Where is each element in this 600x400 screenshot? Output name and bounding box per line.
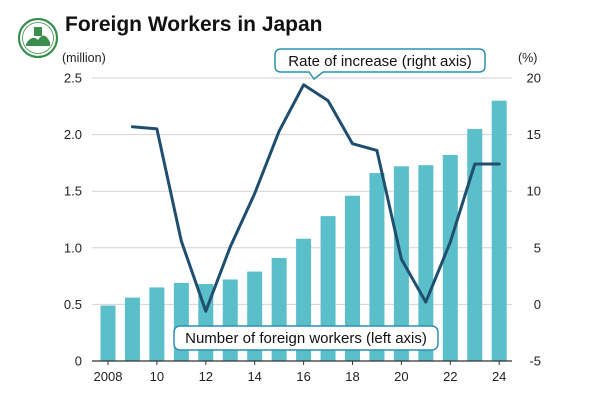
gridlines [92, 77, 512, 305]
x-tick-label: 20 [394, 369, 408, 384]
line-series-callout: Rate of increase (right axis) [274, 48, 486, 81]
bar-series [100, 100, 507, 361]
bar-2017 [320, 216, 336, 361]
bar-2023 [467, 128, 483, 361]
y-left-tick-label: 1.5 [64, 184, 82, 199]
bar-series-callout: Number of foreign workers (left axis) [173, 325, 439, 351]
bar-series-callout-label: Number of foreign workers (left axis) [185, 330, 427, 347]
bar-2019 [369, 173, 385, 361]
bar-2010 [149, 287, 165, 361]
left-axis-unit: (million) [62, 51, 106, 65]
y-right-tick-label: 10 [527, 184, 541, 199]
chart-title: Foreign Workers in Japan [65, 13, 323, 36]
line-series [130, 83, 501, 313]
y-left-tick-label: 2.5 [64, 71, 82, 86]
line-series-callout-label: Rate of increase (right axis) [288, 53, 471, 70]
x-tick-label: 14 [247, 369, 261, 384]
x-tick-label: 2008 [94, 369, 123, 384]
y-left-tick-label: 0.5 [64, 297, 82, 312]
logo-emblem [17, 17, 59, 59]
x-axis [92, 360, 512, 365]
x-tick-label: 24 [492, 369, 506, 384]
right-axis-unit: (%) [518, 51, 537, 65]
y-left-tick-label: 0 [75, 354, 82, 369]
x-tick-label: 12 [199, 369, 213, 384]
bar-2020 [393, 166, 409, 361]
x-tick-label: 22 [443, 369, 457, 384]
bar-2009 [124, 297, 140, 361]
bar-2024 [491, 100, 507, 361]
x-axis-ticks: 2008 10 12 14 16 18 20 22 24 [94, 369, 507, 384]
y-right-tick-label: 5 [534, 240, 541, 255]
y-right-tick-label: 0 [534, 297, 541, 312]
left-axis-ticks: 0 0.5 1.0 1.5 2.0 2.5 [64, 71, 82, 369]
bar-2022 [442, 154, 458, 361]
right-axis-ticks: -5 0 5 10 15 20 [527, 71, 541, 369]
bar-2021 [418, 165, 434, 361]
x-tick-label: 18 [345, 369, 359, 384]
y-left-tick-label: 1.0 [64, 240, 82, 255]
y-right-tick-label: 20 [527, 71, 541, 86]
rate-of-increase-line [130, 83, 501, 313]
y-right-tick-label: -5 [529, 354, 541, 369]
y-right-tick-label: 15 [527, 127, 541, 142]
x-tick-label: 16 [296, 369, 310, 384]
x-tick-label: 10 [150, 369, 164, 384]
bar-2018 [345, 195, 360, 361]
bar-2008 [100, 305, 116, 361]
y-left-tick-label: 2.0 [64, 127, 82, 142]
